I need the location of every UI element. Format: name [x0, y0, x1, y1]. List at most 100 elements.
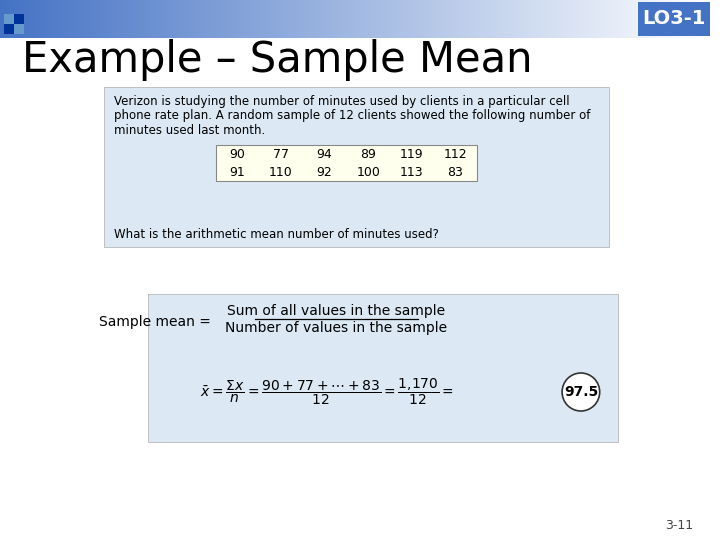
Bar	[119, 0, 120, 38]
Bar	[700, 0, 701, 38]
Bar	[566, 0, 567, 38]
Bar	[1, 0, 2, 38]
Bar	[367, 0, 368, 38]
Bar	[110, 0, 111, 38]
Bar	[278, 0, 279, 38]
Bar	[677, 0, 678, 38]
Bar	[61, 0, 63, 38]
Bar	[545, 0, 546, 38]
Bar	[209, 0, 210, 38]
Bar	[690, 0, 692, 38]
Bar	[12, 0, 13, 38]
Bar	[284, 0, 285, 38]
Bar	[166, 0, 167, 38]
Bar	[626, 0, 627, 38]
Bar	[2, 0, 3, 38]
Bar	[26, 0, 27, 38]
Bar	[442, 0, 444, 38]
Bar	[623, 0, 624, 38]
Bar	[203, 0, 204, 38]
Bar	[474, 0, 475, 38]
Bar	[29, 0, 30, 38]
Bar	[35, 0, 37, 38]
Bar	[580, 0, 581, 38]
Bar	[418, 0, 420, 38]
Bar	[16, 0, 17, 38]
Bar	[473, 0, 474, 38]
Bar	[597, 0, 598, 38]
Bar	[150, 0, 151, 38]
Bar	[99, 0, 100, 38]
Bar	[112, 0, 113, 38]
Bar	[423, 0, 425, 38]
Bar	[395, 0, 396, 38]
Bar	[453, 0, 454, 38]
Bar	[336, 0, 338, 38]
Bar	[521, 0, 523, 38]
Bar	[204, 0, 205, 38]
Bar	[470, 0, 471, 38]
Bar	[135, 0, 137, 38]
Bar	[75, 0, 76, 38]
Bar	[355, 0, 356, 38]
Bar	[590, 0, 591, 38]
Bar	[90, 0, 91, 38]
Bar	[95, 0, 96, 38]
Bar	[518, 0, 520, 38]
Bar	[43, 0, 45, 38]
Bar	[172, 0, 174, 38]
Bar	[174, 0, 175, 38]
Bar	[13, 0, 14, 38]
Bar	[589, 0, 590, 38]
Bar	[438, 0, 439, 38]
Bar	[669, 0, 670, 38]
Bar	[471, 0, 472, 38]
Bar	[94, 0, 95, 38]
Bar	[256, 0, 257, 38]
Bar	[257, 0, 258, 38]
Bar	[58, 0, 59, 38]
Bar	[429, 0, 431, 38]
Bar	[480, 0, 481, 38]
Bar	[42, 0, 43, 38]
Bar	[213, 0, 214, 38]
Bar	[537, 0, 539, 38]
Bar	[540, 0, 541, 38]
Bar	[436, 0, 437, 38]
Bar	[374, 0, 375, 38]
Bar	[652, 0, 653, 38]
Bar	[92, 0, 93, 38]
Bar	[347, 0, 348, 38]
Bar	[668, 0, 669, 38]
Bar	[4, 0, 5, 38]
Bar	[547, 0, 548, 38]
Bar	[200, 0, 201, 38]
Bar	[365, 0, 366, 38]
Bar	[531, 0, 532, 38]
Bar	[592, 0, 593, 38]
Bar	[680, 0, 681, 38]
Bar	[170, 0, 171, 38]
Bar	[583, 0, 584, 38]
Bar	[238, 0, 240, 38]
Bar	[268, 0, 269, 38]
Bar	[126, 0, 127, 38]
Bar	[161, 0, 162, 38]
Bar	[148, 0, 150, 38]
Bar	[585, 0, 586, 38]
Bar	[368, 0, 369, 38]
Text: minutes used last month.: minutes used last month.	[114, 124, 265, 137]
Bar	[463, 0, 464, 38]
Bar	[48, 0, 50, 38]
Bar	[248, 0, 249, 38]
Bar	[434, 0, 436, 38]
Bar	[524, 0, 526, 38]
Bar	[384, 0, 385, 38]
Bar	[539, 0, 540, 38]
Bar	[486, 0, 487, 38]
Bar	[386, 0, 387, 38]
Bar	[193, 0, 194, 38]
Bar	[373, 0, 374, 38]
Bar	[217, 0, 219, 38]
Bar	[359, 0, 360, 38]
